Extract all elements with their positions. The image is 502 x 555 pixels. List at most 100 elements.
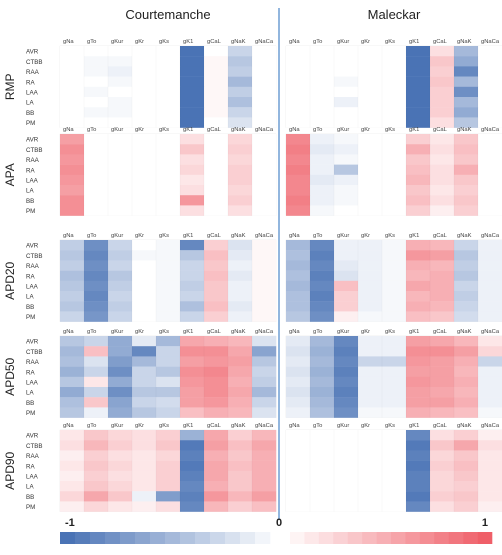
heatmap-cell (84, 154, 109, 165)
heatmap-cell (406, 336, 431, 347)
heatmap-cell (382, 387, 407, 398)
heatmap-cell (108, 154, 133, 165)
column-header: gKr (135, 127, 144, 133)
heatmap-cell (334, 450, 359, 461)
heatmap-cell (84, 356, 109, 367)
heatmap-cell (204, 270, 229, 281)
heatmap-cell (286, 430, 311, 441)
heatmap-cell (334, 117, 359, 128)
heatmap-cell (454, 76, 479, 87)
heatmap-cell (156, 450, 181, 461)
heatmap-cell (454, 440, 479, 451)
heatmap-cell (156, 301, 181, 312)
heatmap-cell (406, 56, 431, 67)
heatmap-cell (454, 280, 479, 292)
heatmap-cell (132, 144, 157, 155)
colorbar-swatch-positive (405, 532, 421, 544)
heatmap-cell (430, 270, 455, 281)
heatmap-cell (156, 154, 181, 165)
heatmap-cell (108, 164, 133, 175)
heatmap-cell (454, 66, 479, 77)
column-header: gK1 (409, 39, 419, 45)
heatmap-cell (180, 164, 205, 175)
column-header: gTo (313, 233, 322, 239)
heatmap-cell (478, 66, 502, 77)
heatmap-cell (156, 134, 181, 145)
heatmap-cell (454, 56, 479, 67)
heatmap-cell (180, 154, 205, 165)
heatmap-cell (60, 86, 85, 98)
heatmap-cell (252, 291, 277, 302)
heatmap-cell (334, 491, 359, 502)
heatmap-cell (252, 346, 277, 357)
heatmap-cell (310, 291, 335, 302)
column-header: gK1 (183, 423, 193, 429)
region-label: RAA (26, 69, 40, 76)
heatmap-cell (358, 440, 383, 451)
heatmap-cell (454, 397, 479, 408)
heatmap-cell (334, 481, 359, 492)
colorbar-max-label: 1 (482, 517, 488, 529)
heatmap-cell (108, 270, 133, 281)
heatmap-cell (310, 174, 335, 186)
heatmap-cell (478, 250, 502, 261)
heatmap-cell (252, 154, 277, 165)
heatmap-cell (156, 164, 181, 175)
heatmap-cell (252, 144, 277, 155)
heatmap-cell (358, 460, 383, 471)
heatmap-cell (382, 97, 407, 108)
heatmap-cell (310, 336, 335, 347)
heatmap-cell (358, 240, 383, 251)
heatmap-cell (60, 240, 85, 251)
heatmap-cell (156, 76, 181, 87)
heatmap-cell (286, 134, 311, 145)
heatmap-cell (132, 46, 157, 57)
heatmap-cell (478, 450, 502, 461)
heatmap-cell (156, 407, 181, 418)
heatmap-cell (228, 164, 253, 175)
heatmap-cell (478, 336, 502, 347)
heatmap-cell (454, 356, 479, 367)
heatmap-cell (454, 376, 479, 388)
heatmap-cell (180, 56, 205, 67)
heatmap-cell (286, 450, 311, 461)
column-header: gKur (111, 233, 123, 239)
heatmap-cell (60, 174, 85, 186)
region-label: PM (26, 314, 35, 321)
heatmap-cell (310, 387, 335, 398)
heatmap-cell (286, 270, 311, 281)
heatmap-cell (358, 46, 383, 57)
column-header: gNa (63, 127, 74, 133)
heatmap-cell (334, 460, 359, 471)
heatmap-cell (430, 66, 455, 77)
heatmap-cell (84, 491, 109, 502)
heatmap-cell (286, 336, 311, 347)
heatmap-cell (406, 205, 431, 216)
heatmap-cell (108, 491, 133, 502)
heatmap-cell (84, 185, 109, 196)
heatmap-cell (204, 501, 229, 512)
heatmap-cell (334, 97, 359, 108)
heatmap-cell (204, 376, 229, 388)
heatmap-cell (382, 291, 407, 302)
region-label: BB (26, 110, 34, 117)
heatmap-cell (478, 491, 502, 502)
column-header: gKs (385, 39, 395, 45)
heatmap-cell (108, 280, 133, 292)
column-header: gNaCa (481, 39, 500, 45)
column-header: gKur (337, 233, 349, 239)
heatmap-cell (60, 134, 85, 145)
heatmap-cell (60, 356, 85, 367)
heatmap-cell (406, 356, 431, 367)
heatmap-cell (406, 270, 431, 281)
heatmap-cell (228, 346, 253, 357)
heatmap-cell (132, 311, 157, 322)
colorbar-swatch-negative (180, 532, 196, 544)
heatmap-cell (358, 470, 383, 482)
heatmap-cell (180, 397, 205, 408)
colorbar-swatch-negative (255, 532, 271, 544)
heatmap-cell (252, 366, 277, 377)
heatmap-cell (252, 134, 277, 145)
heatmap-cell (406, 387, 431, 398)
heatmap-cell (180, 491, 205, 502)
